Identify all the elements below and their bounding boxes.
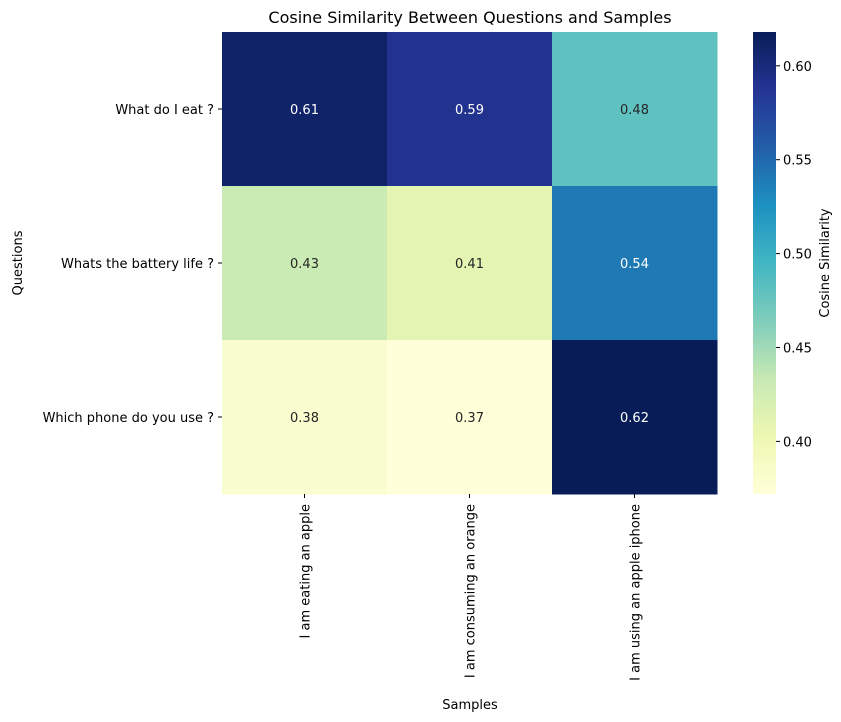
heatmap-cell [222, 340, 388, 495]
x-axis-label: Samples [442, 698, 498, 713]
heatmap-cell-value: 0.41 [455, 257, 484, 272]
colorbar [753, 32, 776, 494]
colorbar-tick-label: 0.60 [783, 60, 812, 75]
heatmap-cell-labels: 0.61 0.59 0.48 0.43 0.41 0.54 0.38 0.37 0.62 [290, 103, 649, 426]
colorbar-tick-label: 0.50 [783, 248, 812, 263]
heatmap-cell [222, 32, 388, 187]
heatmap-cells [222, 32, 718, 495]
heatmap-cell [552, 340, 718, 495]
x-tick-label: I am consuming an orange [464, 504, 479, 678]
heatmap-cell-value: 0.59 [455, 103, 484, 118]
y-tick-label: What do I eat ? [115, 103, 214, 118]
heatmap-cell-value: 0.37 [455, 411, 484, 426]
chart-title: Cosine Similarity Between Questions and … [268, 8, 671, 27]
x-axis-ticks: I am eating an apple I am consuming an or… [299, 494, 644, 681]
heatmap-cell [387, 186, 553, 341]
y-tick-label: Whats the battery life ? [61, 257, 214, 272]
heatmap-cell [387, 32, 553, 187]
heatmap-cell [387, 340, 553, 495]
heatmap-cell-value: 0.48 [620, 103, 649, 118]
heatmap-cell-value: 0.62 [620, 411, 649, 426]
heatmap-cell-value: 0.43 [290, 257, 319, 272]
colorbar-ticks: 0.40 0.45 0.50 0.55 0.60 [776, 60, 812, 450]
heatmap-cell-value: 0.38 [290, 411, 319, 426]
x-tick-label: I am using an apple iphone [629, 504, 644, 681]
heatmap-cell-value: 0.61 [290, 103, 319, 118]
heatmap-cell-value: 0.54 [620, 257, 649, 272]
colorbar-tick-label: 0.55 [783, 154, 812, 169]
heatmap-cell [222, 186, 388, 341]
y-axis-ticks: What do I eat ? Whats the battery life ? W… [43, 103, 222, 426]
colorbar-tick-label: 0.45 [783, 342, 812, 357]
y-axis-label: Questions [11, 230, 26, 295]
heatmap-cell [552, 186, 718, 341]
colorbar-tick-label: 0.40 [783, 435, 812, 450]
heatmap-cell [552, 32, 718, 187]
colorbar-label: Cosine Similarity [818, 208, 833, 318]
x-tick-label: I am eating an apple [299, 504, 314, 638]
y-tick-label: Which phone do you use ? [43, 411, 214, 426]
